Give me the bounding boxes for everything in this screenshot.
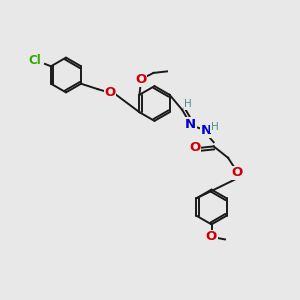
Text: O: O xyxy=(206,230,217,244)
Text: O: O xyxy=(189,141,200,154)
Text: O: O xyxy=(104,86,116,99)
Text: O: O xyxy=(231,166,243,179)
Text: H: H xyxy=(211,122,218,132)
Text: Cl: Cl xyxy=(28,54,41,68)
Text: O: O xyxy=(135,73,147,86)
Text: H: H xyxy=(184,99,192,110)
Text: N: N xyxy=(201,124,212,137)
Text: N: N xyxy=(185,118,196,131)
